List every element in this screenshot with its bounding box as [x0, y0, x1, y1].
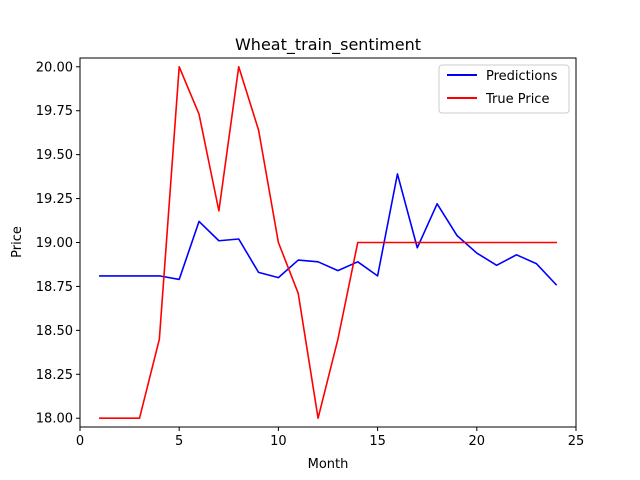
- x-axis: 0 5 10 15 20 25: [76, 427, 584, 449]
- legend: Predictions True Price: [438, 64, 570, 114]
- x-tick-label: 25: [568, 434, 585, 449]
- y-tick-label: 18.50: [36, 324, 73, 339]
- x-tick-label: 5: [175, 434, 183, 449]
- y-tick-label: 20.00: [36, 60, 73, 75]
- chart-title: Wheat_train_sentiment: [235, 35, 421, 55]
- y-axis: 18.00 18.25 18.50 18.75 19.00 19.25 19.50 19.75…: [36, 60, 80, 427]
- series-line-predictions: [99, 173, 558, 286]
- series-line-true-price: [99, 65, 557, 420]
- series-layer: [99, 65, 558, 420]
- y-tick-label: 19.75: [36, 104, 73, 119]
- y-tick-label: 18.25: [36, 368, 73, 383]
- x-tick-label: 0: [76, 434, 84, 449]
- x-axis-label: Month: [308, 457, 349, 472]
- x-tick-label: 20: [469, 434, 486, 449]
- y-tick-label: 18.00: [36, 412, 73, 427]
- y-tick-label: 19.00: [36, 236, 73, 251]
- y-tick-label: 19.25: [36, 192, 73, 207]
- y-tick-label: 18.75: [36, 280, 73, 295]
- legend-box: [438, 64, 570, 114]
- x-tick-label: 10: [270, 434, 287, 449]
- legend-label-true-price: True Price: [485, 92, 549, 107]
- y-tick-label: 19.50: [36, 148, 73, 163]
- legend-label-predictions: Predictions: [486, 69, 558, 84]
- x-tick-label: 15: [369, 434, 386, 449]
- y-axis-label: Price: [10, 226, 25, 258]
